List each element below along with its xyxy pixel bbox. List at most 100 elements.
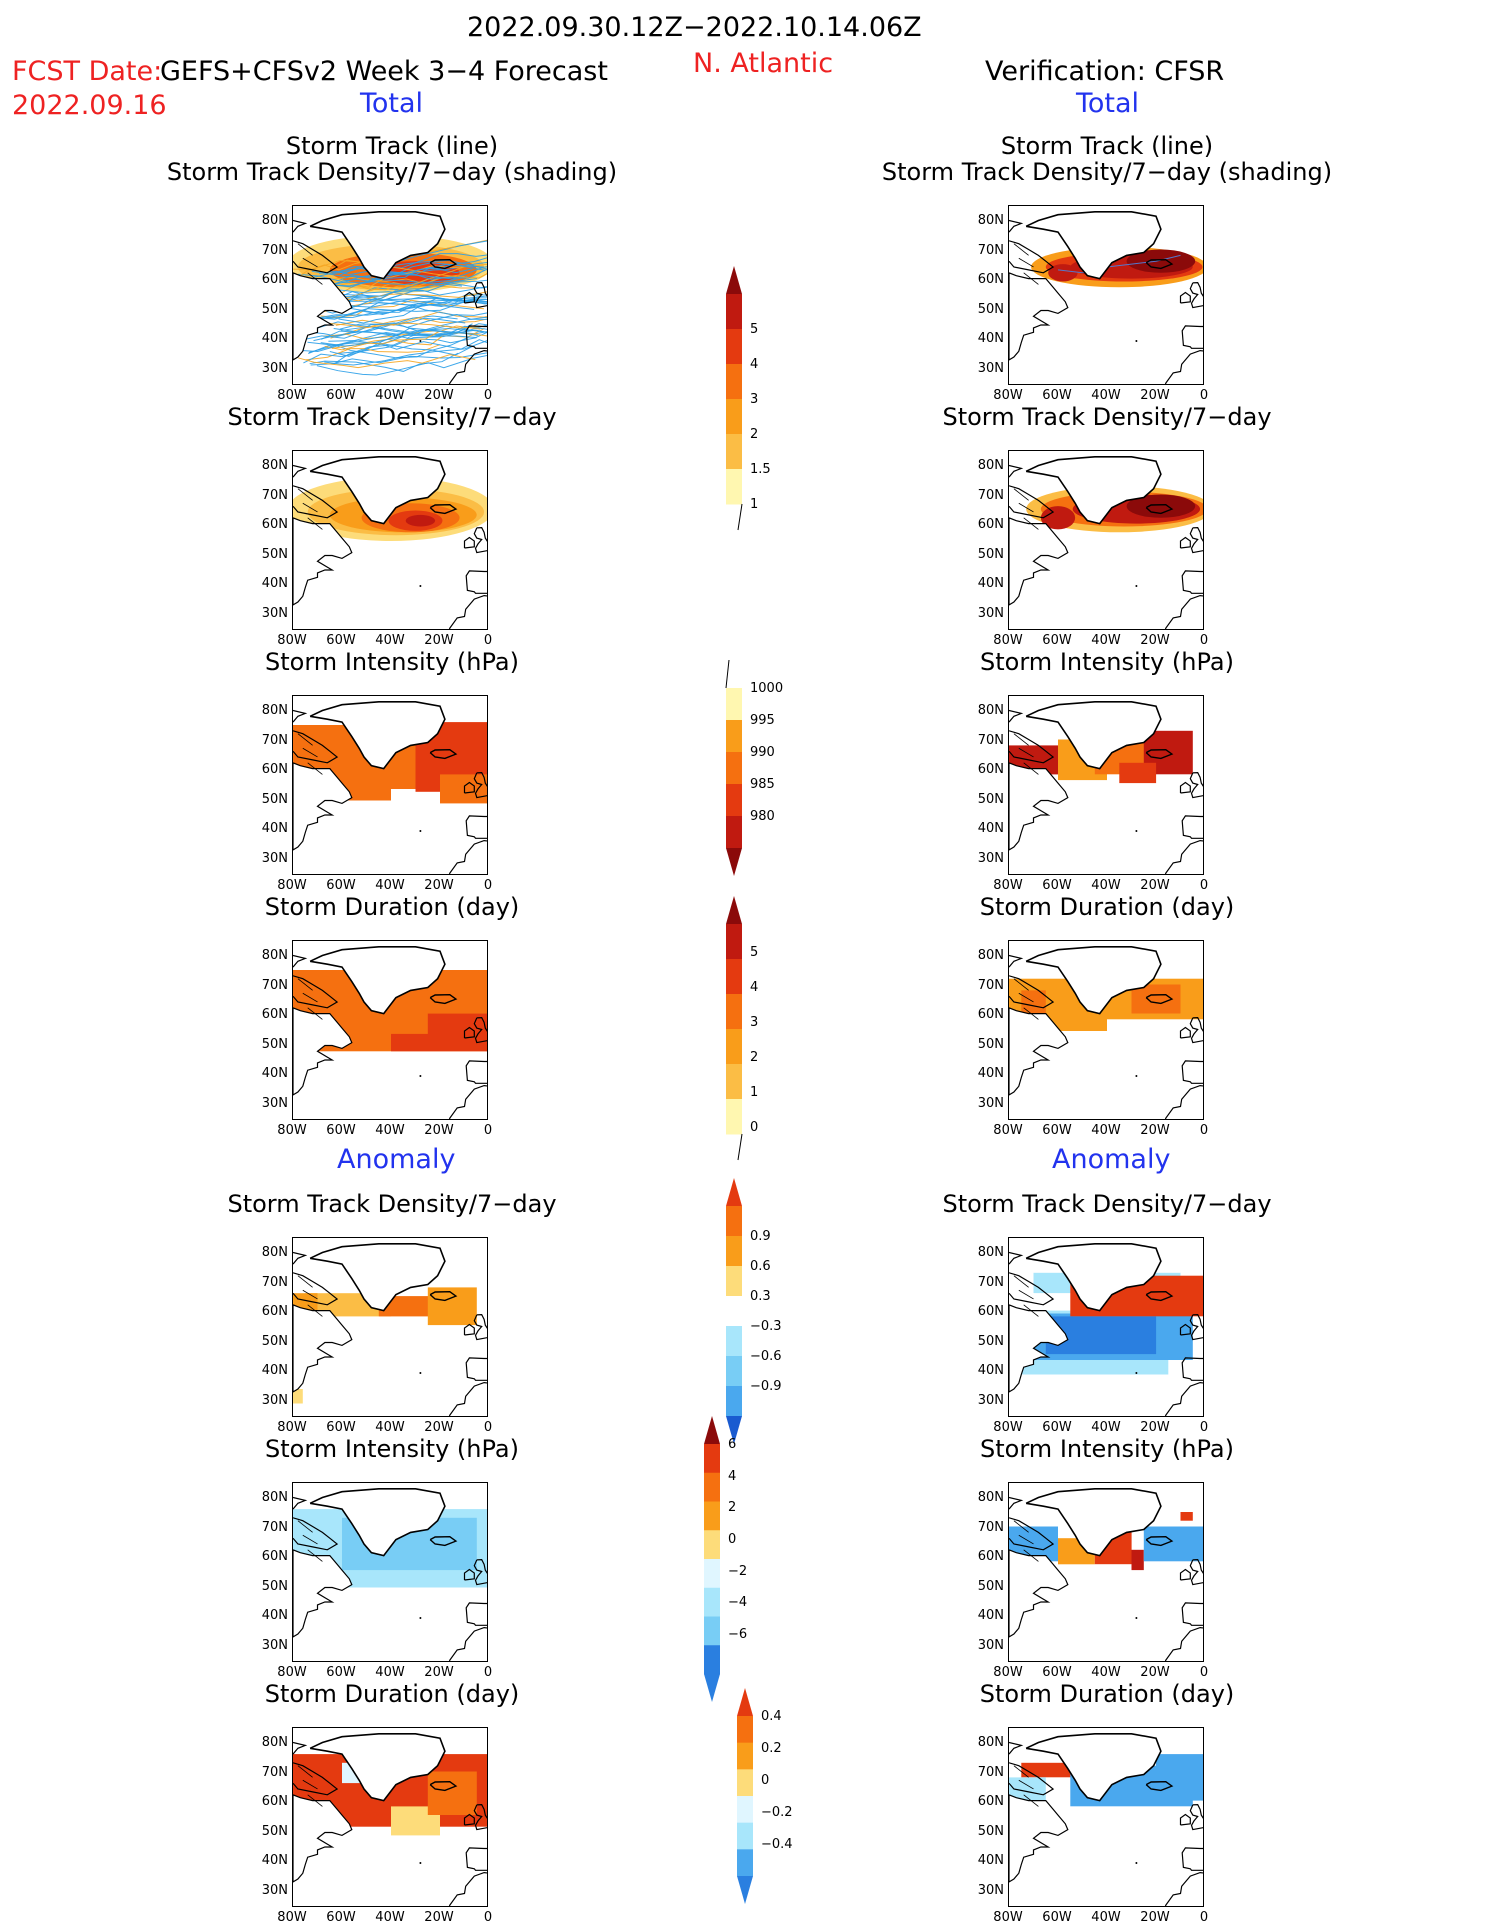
lat-tick-label: 30N — [977, 605, 1004, 621]
lat-tick-label: 60N — [977, 517, 1004, 532]
lon-tick-label: 40W — [375, 388, 405, 403]
fcst-date-label: FCST Date: — [12, 56, 163, 87]
lon-tick-label: 0 — [1199, 633, 1209, 648]
lat-tick-label: 70N — [261, 1764, 288, 1780]
title-intensity-left: Storm Intensity (hPa) — [265, 648, 519, 676]
map-duration-verification — [1008, 940, 1204, 1120]
colorbar-tick-label: 985 — [750, 777, 775, 792]
map-density-anomaly-forecast — [292, 1237, 488, 1417]
lat-tick-label: 40N — [977, 1608, 1004, 1623]
lat-tick-label: 60N — [261, 762, 288, 777]
lat-tick-label: 80N — [261, 213, 288, 228]
lon-tick-label: 40W — [375, 1420, 405, 1435]
lon-tick-label: 80W — [993, 633, 1023, 648]
lon-tick-label: 0 — [483, 1665, 493, 1680]
lat-tick-label: 40N — [977, 1066, 1004, 1081]
lon-tick-label: 40W — [1091, 1665, 1121, 1680]
lon-tick-label: 0 — [483, 1123, 493, 1138]
title-duration-right: Storm Duration (day) — [979, 893, 1235, 921]
colorbar-tick-label: 0 — [750, 1120, 759, 1135]
colorbar-tick-label: 1 — [750, 1085, 759, 1100]
lon-tick-label: 0 — [1199, 1665, 1209, 1680]
title-track-line-left: Storm Track (line) — [285, 132, 499, 160]
lon-tick-label: 60W — [326, 388, 356, 403]
lon-tick-label: 20W — [1140, 633, 1170, 648]
lat-tick-label: 50N — [261, 301, 288, 317]
lat-tick-label: 60N — [977, 1794, 1004, 1809]
title-density-left: Storm Track Density/7−day — [227, 403, 557, 431]
lat-tick-label: 50N — [261, 1036, 288, 1052]
lat-tick-label: 80N — [977, 1245, 1004, 1260]
lat-tick-label: 40N — [977, 1853, 1004, 1868]
lat-tick-label: 60N — [261, 1007, 288, 1022]
title-density-anom-right: Storm Track Density/7−day — [942, 1190, 1272, 1218]
lat-tick-label: 30N — [977, 1637, 1004, 1653]
anomaly-label-right: Anomaly — [1052, 1144, 1171, 1175]
lat-tick-label: 60N — [977, 272, 1004, 287]
lon-tick-label: 0 — [1199, 1123, 1209, 1138]
title-intensity-anom-left: Storm Intensity (hPa) — [265, 1435, 519, 1463]
map-duration-forecast — [292, 940, 488, 1120]
lon-tick-label: 40W — [375, 1665, 405, 1680]
lon-tick-label: 20W — [424, 633, 454, 648]
lon-tick-label: 80W — [993, 1420, 1023, 1435]
lon-tick-label: 80W — [277, 1910, 307, 1925]
lat-tick-label: 60N — [261, 1794, 288, 1809]
lat-tick-label: 80N — [261, 703, 288, 718]
fcst-date: 2022.09.16 — [12, 90, 167, 121]
lon-tick-label: 60W — [326, 878, 356, 893]
title-track-shading-left: Storm Track Density/7−day (shading) — [166, 158, 618, 186]
lon-tick-label: 0 — [1199, 1420, 1209, 1435]
lon-tick-label: 60W — [1042, 1910, 1072, 1925]
lat-tick-label: 60N — [261, 272, 288, 287]
total-label-right: Total — [1076, 88, 1140, 119]
colorbar-tick-label: 1 — [750, 497, 759, 512]
colorbar-tick-label: 0.6 — [750, 1259, 771, 1274]
lat-tick-label: 40N — [261, 1066, 288, 1081]
lon-tick-label: 40W — [1091, 388, 1121, 403]
colorbar-tick-label: 4 — [750, 357, 759, 372]
lon-tick-label: 40W — [1091, 878, 1121, 893]
lon-tick-label: 80W — [993, 1665, 1023, 1680]
colorbar-tick-label: 0 — [761, 1773, 770, 1788]
title-intensity-right: Storm Intensity (hPa) — [980, 648, 1234, 676]
lon-tick-label: 0 — [1199, 878, 1209, 893]
lon-tick-label: 0 — [483, 1420, 493, 1435]
lon-tick-label: 0 — [483, 1910, 493, 1925]
lat-tick-label: 70N — [977, 487, 1004, 503]
lat-tick-label: 70N — [261, 487, 288, 503]
lat-tick-label: 30N — [977, 1882, 1004, 1898]
colorbar-tick-label: 0.2 — [761, 1741, 782, 1756]
lon-tick-label: 20W — [424, 1420, 454, 1435]
lat-tick-label: 80N — [261, 1245, 288, 1260]
lon-tick-label: 40W — [375, 633, 405, 648]
map-duration-anomaly-verification — [1008, 1727, 1204, 1907]
title-duration-anom-left: Storm Duration (day) — [264, 1680, 520, 1708]
lat-tick-label: 80N — [977, 458, 1004, 473]
lon-tick-label: 40W — [1091, 1123, 1121, 1138]
lat-tick-label: 80N — [977, 1735, 1004, 1750]
lon-tick-label: 80W — [993, 1910, 1023, 1925]
lat-tick-label: 50N — [261, 1578, 288, 1594]
title-duration-anom-right: Storm Duration (day) — [979, 1680, 1235, 1708]
lat-tick-label: 50N — [261, 791, 288, 807]
colorbar-tick-label: 995 — [750, 713, 775, 728]
lon-tick-label: 60W — [1042, 1665, 1072, 1680]
colorbar-tick-label: 0.3 — [750, 1289, 771, 1304]
title-track-line-right: Storm Track (line) — [1000, 132, 1214, 160]
lat-tick-label: 60N — [977, 762, 1004, 777]
lon-tick-label: 40W — [1091, 1420, 1121, 1435]
lat-tick-label: 30N — [261, 1095, 288, 1111]
colorbar-tick-label: 2 — [750, 427, 759, 442]
lat-tick-label: 70N — [261, 1274, 288, 1290]
map-intensity-verification — [1008, 695, 1204, 875]
lat-tick-label: 70N — [977, 1519, 1004, 1535]
colorbar-tick-label: 5 — [750, 322, 759, 337]
lat-tick-label: 50N — [977, 1578, 1004, 1594]
map-density-anomaly-verification — [1008, 1237, 1204, 1417]
lat-tick-label: 40N — [261, 1608, 288, 1623]
lat-tick-label: 70N — [261, 242, 288, 258]
region-label: N. Atlantic — [693, 48, 834, 79]
lon-tick-label: 60W — [1042, 1123, 1072, 1138]
lon-tick-label: 40W — [1091, 1910, 1121, 1925]
